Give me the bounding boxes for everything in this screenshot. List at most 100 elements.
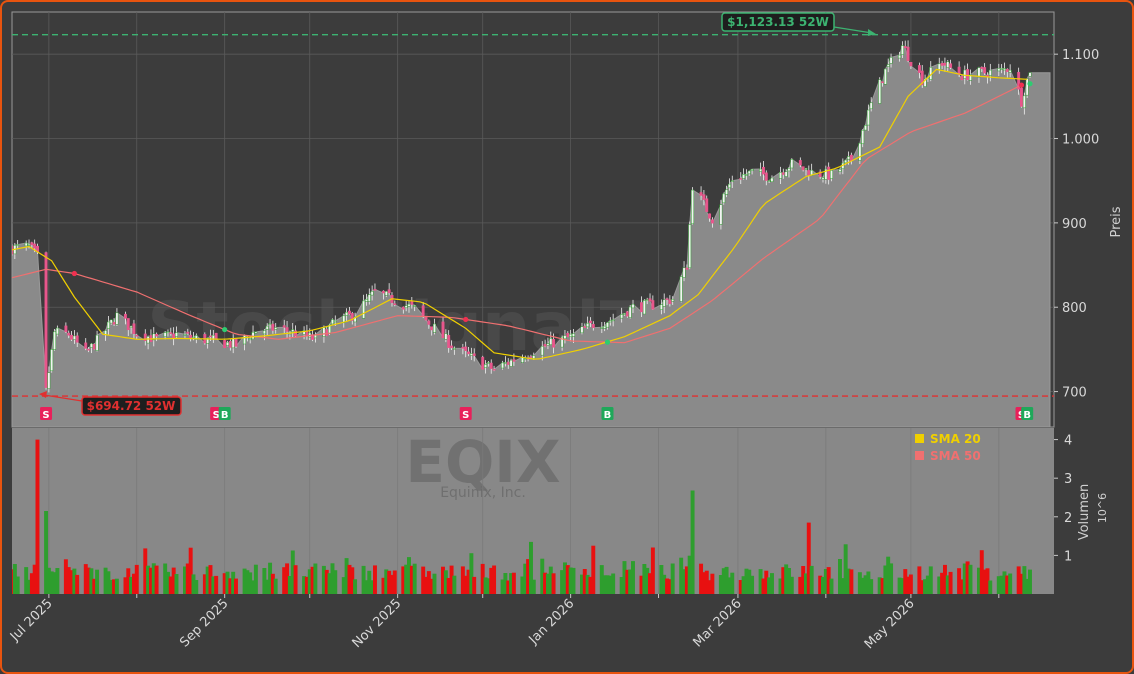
volume-bar xyxy=(568,567,573,594)
volume-bar xyxy=(225,571,230,594)
candle-body xyxy=(47,372,51,389)
volume-axis-scale: 10^6 xyxy=(1096,493,1109,523)
candle-body xyxy=(824,168,828,180)
candle-body xyxy=(603,325,607,329)
volume-bar xyxy=(704,570,709,594)
candle-body xyxy=(189,334,193,339)
volume-bar xyxy=(761,578,766,594)
candle-body xyxy=(294,330,298,337)
candle-body xyxy=(668,299,672,304)
candle-body xyxy=(549,338,553,345)
candle-body xyxy=(243,335,246,345)
candle-body xyxy=(691,189,695,225)
candle-body xyxy=(727,183,731,189)
candle-body xyxy=(849,154,853,162)
volume-bar xyxy=(174,574,179,594)
legend-swatch-sma50 xyxy=(915,451,924,460)
volume-bar xyxy=(270,573,275,594)
volume-bar xyxy=(253,564,258,594)
volume-bar xyxy=(443,570,448,594)
candle-body xyxy=(274,327,278,330)
candle-body xyxy=(489,362,493,369)
candle-body xyxy=(209,335,212,338)
volume-bar xyxy=(350,567,355,594)
candle-body xyxy=(342,315,346,324)
volume-bar xyxy=(341,577,346,594)
volume-bar xyxy=(860,577,865,594)
candle-body xyxy=(606,322,609,328)
volume-bar xyxy=(32,564,37,594)
candle-body xyxy=(810,169,814,176)
volume-bar xyxy=(948,571,953,594)
candle-body xyxy=(764,172,768,181)
volume-bar xyxy=(840,578,845,594)
candle-body xyxy=(70,334,73,340)
volume-bar xyxy=(908,574,913,594)
volume-bar xyxy=(228,578,233,594)
candle-body xyxy=(382,290,385,294)
volume-bar xyxy=(979,550,984,594)
volume-bar xyxy=(27,579,31,594)
candle-body xyxy=(591,323,595,328)
candle-body xyxy=(362,300,366,319)
candle-body xyxy=(903,46,907,49)
volume-bar xyxy=(265,579,270,594)
legend-swatch-sma20 xyxy=(915,434,924,443)
volume-bar xyxy=(767,577,772,594)
volume-bar xyxy=(95,569,100,594)
candle-body xyxy=(966,69,970,80)
volume-bar xyxy=(684,566,689,594)
volume-bar xyxy=(571,567,576,594)
candle-body xyxy=(838,169,842,172)
candle-body xyxy=(481,356,485,370)
cross-marker xyxy=(71,270,77,277)
candle-body xyxy=(226,341,229,346)
candle-body xyxy=(169,332,173,334)
volume-bar xyxy=(463,575,468,594)
signal-badge xyxy=(40,407,53,420)
candle-body xyxy=(89,343,93,348)
volume-bar xyxy=(486,578,491,594)
candle-body xyxy=(401,306,405,310)
candle-body xyxy=(330,319,334,325)
candle-body xyxy=(387,289,391,294)
volume-bar xyxy=(943,564,947,594)
candle-body xyxy=(484,364,488,368)
volume-bar xyxy=(988,580,993,594)
volume-bar xyxy=(489,567,494,594)
candle-body xyxy=(719,204,723,225)
volume-bar xyxy=(134,564,139,594)
candle-body xyxy=(282,325,286,328)
volume-bar xyxy=(823,569,828,594)
volume-bar xyxy=(29,573,34,594)
volume-bar xyxy=(480,563,485,594)
volume-bar xyxy=(83,564,88,594)
candle-body xyxy=(628,306,632,318)
price-axis: 700 800 900 1.000 1.100 xyxy=(1054,48,1099,401)
candle-body xyxy=(983,67,987,74)
volume-bar xyxy=(285,563,290,594)
signal-badge xyxy=(218,407,231,420)
candle-body xyxy=(345,311,349,316)
annotation-52w-high: $1,123.13 52W xyxy=(721,12,876,36)
volume-bar xyxy=(66,567,71,594)
candle-body xyxy=(969,74,972,81)
volume-bar xyxy=(373,565,377,594)
volume-bar xyxy=(503,573,508,594)
volume-bar xyxy=(109,579,114,594)
volume-bar xyxy=(426,571,431,594)
volume-grid xyxy=(48,428,1000,594)
cross-marker xyxy=(222,326,228,333)
candle-body xyxy=(501,362,505,369)
volume-bar xyxy=(920,580,925,594)
volume-bar xyxy=(960,579,964,594)
volume-bar xyxy=(622,561,627,594)
volume-bar xyxy=(526,559,531,594)
candle-body xyxy=(214,332,218,339)
volume-bar xyxy=(75,574,80,594)
volume-bar xyxy=(46,567,51,594)
candle-body xyxy=(858,142,862,161)
candle-body xyxy=(611,319,615,322)
candle-body xyxy=(75,335,79,343)
volume-bar xyxy=(313,563,318,594)
